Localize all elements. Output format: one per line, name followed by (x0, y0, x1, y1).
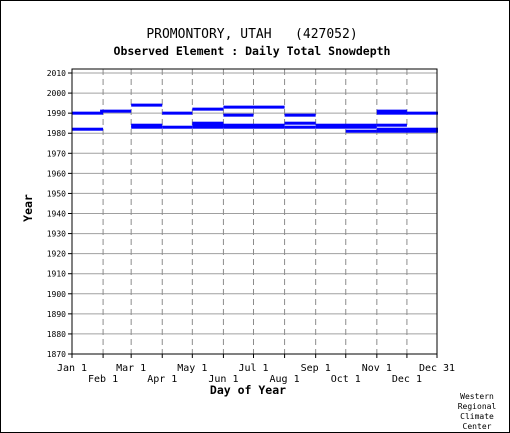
x-tick-label: Dec 1 (392, 374, 422, 385)
x-tick-label: Jan 1 (57, 363, 87, 374)
x-tick-label: Oct 1 (331, 374, 361, 385)
data-bar (376, 127, 439, 131)
data-bar (192, 123, 224, 127)
data-bar (131, 125, 163, 129)
grid (72, 69, 437, 354)
x-tick-label: Jul 1 (238, 363, 268, 374)
y-tick-label: 1900 (47, 290, 66, 299)
x-tick-label: Mar 1 (116, 363, 146, 374)
data-bar (376, 129, 439, 133)
data-bar (315, 123, 377, 127)
data-bar (223, 113, 254, 117)
data-bar (376, 123, 407, 127)
data-bar (192, 125, 224, 129)
data-bar (284, 125, 316, 129)
y-tick-label: 1960 (47, 169, 66, 178)
data-bar (162, 111, 193, 115)
x-tick-label: Dec 31 (419, 363, 455, 374)
data-bar (223, 105, 285, 109)
credit-line-4: Center (463, 422, 492, 431)
y-axis-label: Year (21, 194, 35, 222)
data-bar (131, 123, 163, 127)
data-bar (223, 125, 285, 129)
x-tick-label: May 1 (177, 363, 207, 374)
x-tick-label: Apr 1 (147, 374, 177, 385)
data-bar (284, 121, 316, 125)
y-tick-label: 1920 (47, 250, 66, 259)
x-tick-label: Jun 1 (208, 374, 238, 385)
y-tick-label: 1880 (47, 330, 66, 339)
data-bars (72, 103, 439, 133)
data-bar (376, 111, 407, 115)
data-bar (162, 125, 193, 129)
data-bar (100, 109, 132, 113)
credit-line-2: Regional (458, 402, 497, 411)
credit-line-3: Climate (460, 412, 494, 421)
data-bar (284, 113, 316, 117)
data-bar (223, 123, 285, 127)
data-bar (131, 103, 163, 107)
x-axis-label: Day of Year (210, 383, 286, 397)
credit-block: Western Regional Climate Center (458, 392, 497, 431)
y-tick-label: 2000 (47, 89, 66, 98)
y-tick-label: 1940 (47, 210, 66, 219)
data-bar (376, 109, 407, 113)
data-bar (315, 125, 377, 129)
y-tick-label: 1890 (47, 310, 66, 319)
y-tick-label: 1910 (47, 270, 66, 279)
data-bar (345, 129, 377, 133)
y-tick-label: 1870 (47, 350, 66, 359)
credit-line-1: Western (460, 392, 494, 401)
y-tick-label: 2010 (47, 69, 66, 78)
y-tick-label: 1950 (47, 189, 66, 198)
y-tick-label: 1990 (47, 109, 66, 118)
x-tick-labels: Jan 1 Mar 1 May 1 Jul 1 Sep 1 Nov 1 Dec 31 Feb … (57, 354, 455, 385)
plot-area-border (71, 68, 438, 355)
data-bar (192, 121, 224, 125)
data-bar (72, 127, 104, 131)
y-tick-label: 1930 (47, 230, 66, 239)
y-tick-labels: 1870 1880 1890 1900 1910 1920 1930 1940 1950 1960… (47, 69, 72, 359)
data-bar (72, 111, 104, 115)
x-tick-label: Nov 1 (362, 363, 392, 374)
data-bar (406, 111, 439, 115)
chart-subtitle: Observed Element : Daily Total Snowdepth (114, 44, 391, 58)
x-tick-label: Aug 1 (270, 374, 300, 385)
data-bar (192, 107, 224, 111)
y-tick-label: 1980 (47, 129, 66, 138)
x-tick-label: Sep 1 (301, 363, 331, 374)
y-tick-label: 1970 (47, 149, 66, 158)
x-tick-label: Feb 1 (88, 374, 118, 385)
chart-title: PROMONTORY, UTAH (427052) (146, 27, 357, 42)
